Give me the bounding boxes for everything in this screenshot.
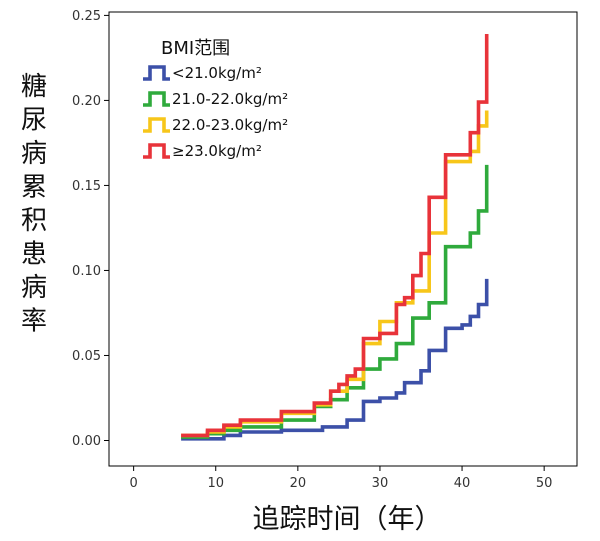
legend-swatch: [143, 65, 170, 81]
y-axis-title: 糖尿病累积患病率: [21, 72, 47, 337]
y-tick-label: 0.15: [72, 179, 101, 194]
series-line-4: [181, 34, 489, 438]
x-tick-label: 50: [536, 476, 553, 491]
x-tick-label: 10: [207, 476, 224, 491]
legend-label: 22.0-23.0kg/m²: [172, 116, 288, 134]
axis-ticks: 0.00 0.05 0.10 0.15 0.20 0.25 0 10 20 30 40 50: [72, 9, 552, 491]
legend-label: 21.0-22.0kg/m²: [172, 90, 288, 108]
legend-label: <21.0kg/m²: [172, 64, 262, 82]
x-axis-title: 追踪时间（年）: [253, 504, 442, 535]
legend-swatch: [143, 143, 170, 159]
y-tick-label: 0.20: [72, 94, 101, 109]
legend-title: BMI范围: [161, 38, 230, 59]
x-tick-label: 20: [290, 476, 307, 491]
y-tick-label: 0.25: [72, 9, 101, 24]
y-tick-label: 0.00: [72, 434, 101, 449]
y-tick-label: 0.05: [72, 349, 101, 364]
x-tick-label: 0: [129, 476, 137, 491]
legend: BMI范围 <21.0kg/m² 21.0-22.0kg/m² 22.0-23.0kg…: [143, 38, 288, 160]
y-tick-label: 0.10: [72, 264, 101, 279]
legend-label: ≥23.0kg/m²: [172, 142, 262, 160]
series-line-1: [181, 278, 489, 441]
x-tick-label: 30: [372, 476, 389, 491]
legend-swatch: [143, 91, 170, 107]
series-group: [181, 34, 489, 441]
x-tick-label: 40: [454, 476, 471, 491]
legend-swatch: [143, 117, 170, 133]
